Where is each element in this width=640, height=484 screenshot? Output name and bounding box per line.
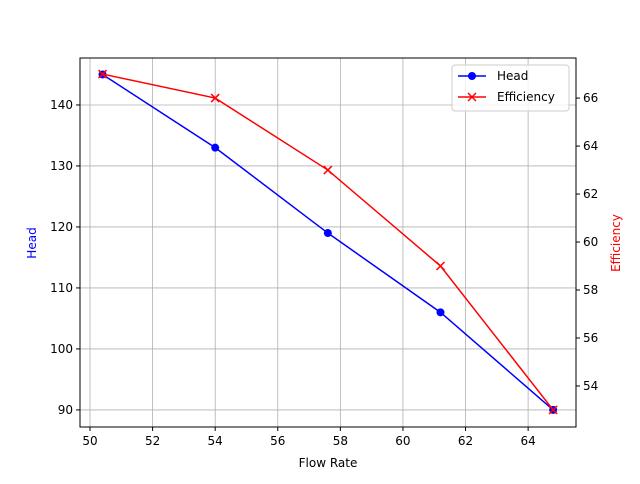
right-tick-label: 56: [583, 331, 598, 345]
legend-head-marker: [468, 72, 476, 80]
left-tick-label: 110: [50, 281, 73, 295]
efficiency-point: [210, 93, 220, 103]
legend: Head Efficiency: [451, 64, 570, 112]
x-tick-label: 50: [82, 434, 97, 448]
right-axis-ticks: 54 56 58 60 62 64 66: [576, 91, 598, 393]
x-tick-label: 58: [333, 434, 348, 448]
left-tick-label: 90: [58, 403, 73, 417]
x-axis-ticks: 50 52 54 56 58 60 62 64: [82, 427, 536, 448]
left-tick-label: 130: [50, 159, 73, 173]
plot-frame: [79, 57, 577, 428]
right-tick-label: 62: [583, 187, 598, 201]
legend-efficiency-label: Efficiency: [497, 90, 555, 104]
series-lines: [98, 69, 558, 415]
head-point: [323, 229, 332, 238]
left-axis-ticks: 90 100 110 120 130 140: [50, 98, 80, 417]
left-tick-label: 140: [50, 98, 73, 112]
efficiency-point: [548, 405, 558, 415]
right-tick-label: 58: [583, 283, 598, 297]
left-tick-label: 100: [50, 342, 73, 356]
head-line: [102, 73, 554, 411]
x-tick-label: 64: [520, 434, 535, 448]
legend-head-label: Head: [497, 69, 528, 83]
right-tick-label: 66: [583, 91, 598, 105]
x-axis-label: Flow Rate: [299, 456, 358, 470]
x-tick-label: 54: [208, 434, 223, 448]
right-tick-label: 54: [583, 379, 598, 393]
right-axis-label: Efficiency: [609, 214, 623, 272]
efficiency-point: [435, 261, 446, 271]
efficiency-line: [102, 73, 554, 411]
head-point: [211, 143, 220, 152]
x-tick-label: 60: [395, 434, 410, 448]
left-tick-label: 120: [50, 220, 73, 234]
left-axis-label: Head: [25, 227, 39, 258]
right-tick-label: 60: [583, 235, 598, 249]
grid: [80, 58, 576, 427]
right-tick-label: 64: [583, 139, 598, 153]
efficiency-point: [323, 165, 333, 175]
head-point: [436, 308, 445, 317]
efficiency-point: [98, 69, 108, 79]
x-tick-label: 52: [145, 434, 160, 448]
legend-efficiency-marker: [467, 92, 477, 102]
x-tick-label: 56: [270, 434, 285, 448]
x-tick-label: 62: [458, 434, 473, 448]
